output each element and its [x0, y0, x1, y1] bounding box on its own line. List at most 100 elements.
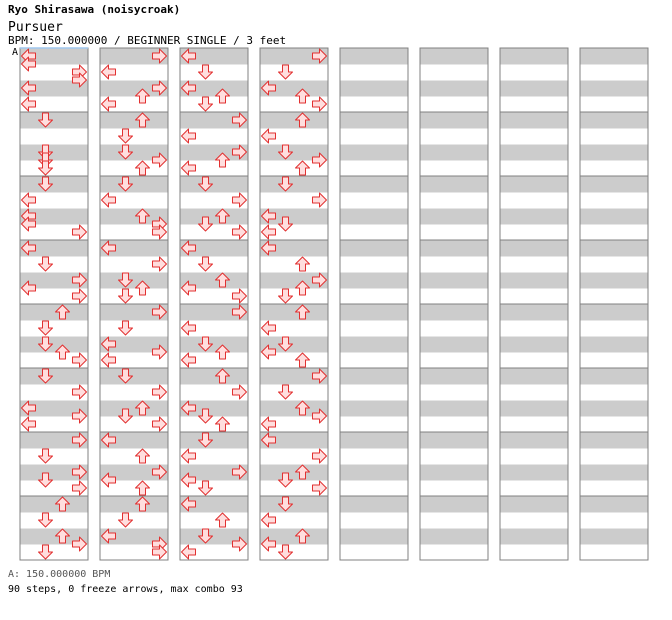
beat-stripe [180, 80, 248, 97]
arrow-left [101, 472, 116, 488]
chart-column [19, 47, 89, 561]
chart-column [259, 47, 329, 561]
arrow-left [21, 280, 36, 296]
arrow-down [278, 216, 293, 232]
arrow-right [152, 304, 167, 320]
song-title: Pursuer [8, 20, 63, 35]
beat-stripe [340, 176, 408, 193]
arrow-left [101, 528, 116, 544]
beat-stripe [100, 176, 168, 193]
arrow-down [198, 256, 213, 272]
arrow-up [55, 344, 70, 360]
beat-stripe [180, 336, 248, 353]
beat-stripe [420, 80, 488, 97]
arrow-down [278, 336, 293, 352]
arrow-up [215, 344, 230, 360]
arrow-right [312, 448, 327, 464]
beat-stripe [20, 528, 88, 545]
arrow-up [55, 496, 70, 512]
beat-stripe [580, 272, 648, 289]
arrow-left [101, 336, 116, 352]
beat-stripe [340, 464, 408, 481]
beat-stripe [580, 48, 648, 65]
arrow-up [215, 272, 230, 288]
arrow-left [181, 280, 196, 296]
arrow-down [118, 320, 133, 336]
arrow-down [278, 144, 293, 160]
beat-stripe [20, 272, 88, 289]
arrow-left [181, 128, 196, 144]
footer-steps: 90 steps, 0 freeze arrows, max combo 93 [8, 584, 243, 595]
arrow-down [118, 176, 133, 192]
beat-stripe [260, 176, 328, 193]
arrow-left [261, 536, 276, 552]
arrow-left [261, 224, 276, 240]
arrow-down [198, 432, 213, 448]
beat-stripe [260, 432, 328, 449]
arrow-left [261, 128, 276, 144]
arrow-down [278, 472, 293, 488]
beat-stripe [20, 48, 88, 65]
beat-stripe [500, 48, 568, 65]
arrow-left [261, 320, 276, 336]
beat-stripe [580, 464, 648, 481]
arrow-right [72, 432, 87, 448]
arrow-right [152, 256, 167, 272]
beat-stripe [100, 80, 168, 97]
beat-stripe [100, 208, 168, 225]
arrow-right [232, 144, 247, 160]
arrow-up [135, 480, 150, 496]
arrow-down [38, 256, 53, 272]
beat-stripe [260, 208, 328, 225]
arrow-right [72, 536, 87, 552]
beat-stripe [260, 240, 328, 257]
beat-stripe [420, 528, 488, 545]
beat-stripe [500, 336, 568, 353]
beat-stripe [580, 496, 648, 513]
beat-stripe [420, 304, 488, 321]
arrow-down [118, 128, 133, 144]
arrow-left [21, 56, 36, 72]
arrow-left [181, 472, 196, 488]
arrow-left [181, 400, 196, 416]
arrow-right [72, 352, 87, 368]
beat-stripe [100, 112, 168, 129]
arrow-down [118, 408, 133, 424]
beat-stripe [100, 368, 168, 385]
beat-stripe [260, 48, 328, 65]
arrow-up [295, 464, 310, 480]
beat-stripe [580, 144, 648, 161]
beat-stripe [260, 144, 328, 161]
arrow-left [181, 48, 196, 64]
arrow-right [152, 48, 167, 64]
arrow-down [278, 384, 293, 400]
arrow-left [261, 240, 276, 256]
arrow-right [312, 152, 327, 168]
arrow-up [295, 160, 310, 176]
arrow-down [278, 288, 293, 304]
beat-stripe [260, 464, 328, 481]
arrow-right [312, 48, 327, 64]
beat-stripe [20, 176, 88, 193]
arrow-right [312, 96, 327, 112]
arrow-down [198, 176, 213, 192]
arrow-down [118, 144, 133, 160]
arrow-left [21, 240, 36, 256]
beat-stripe [180, 272, 248, 289]
arrow-down [198, 216, 213, 232]
beat-stripe [420, 240, 488, 257]
arrow-left [21, 400, 36, 416]
beat-stripe [580, 176, 648, 193]
arrow-right [232, 288, 247, 304]
arrow-down [38, 368, 53, 384]
arrow-right [232, 192, 247, 208]
beat-stripe [500, 464, 568, 481]
arrow-left [261, 416, 276, 432]
beat-stripe [580, 528, 648, 545]
arrow-down [278, 64, 293, 80]
beat-stripe [340, 272, 408, 289]
beat-stripe [260, 400, 328, 417]
beat-stripe [420, 48, 488, 65]
arrow-left [101, 96, 116, 112]
